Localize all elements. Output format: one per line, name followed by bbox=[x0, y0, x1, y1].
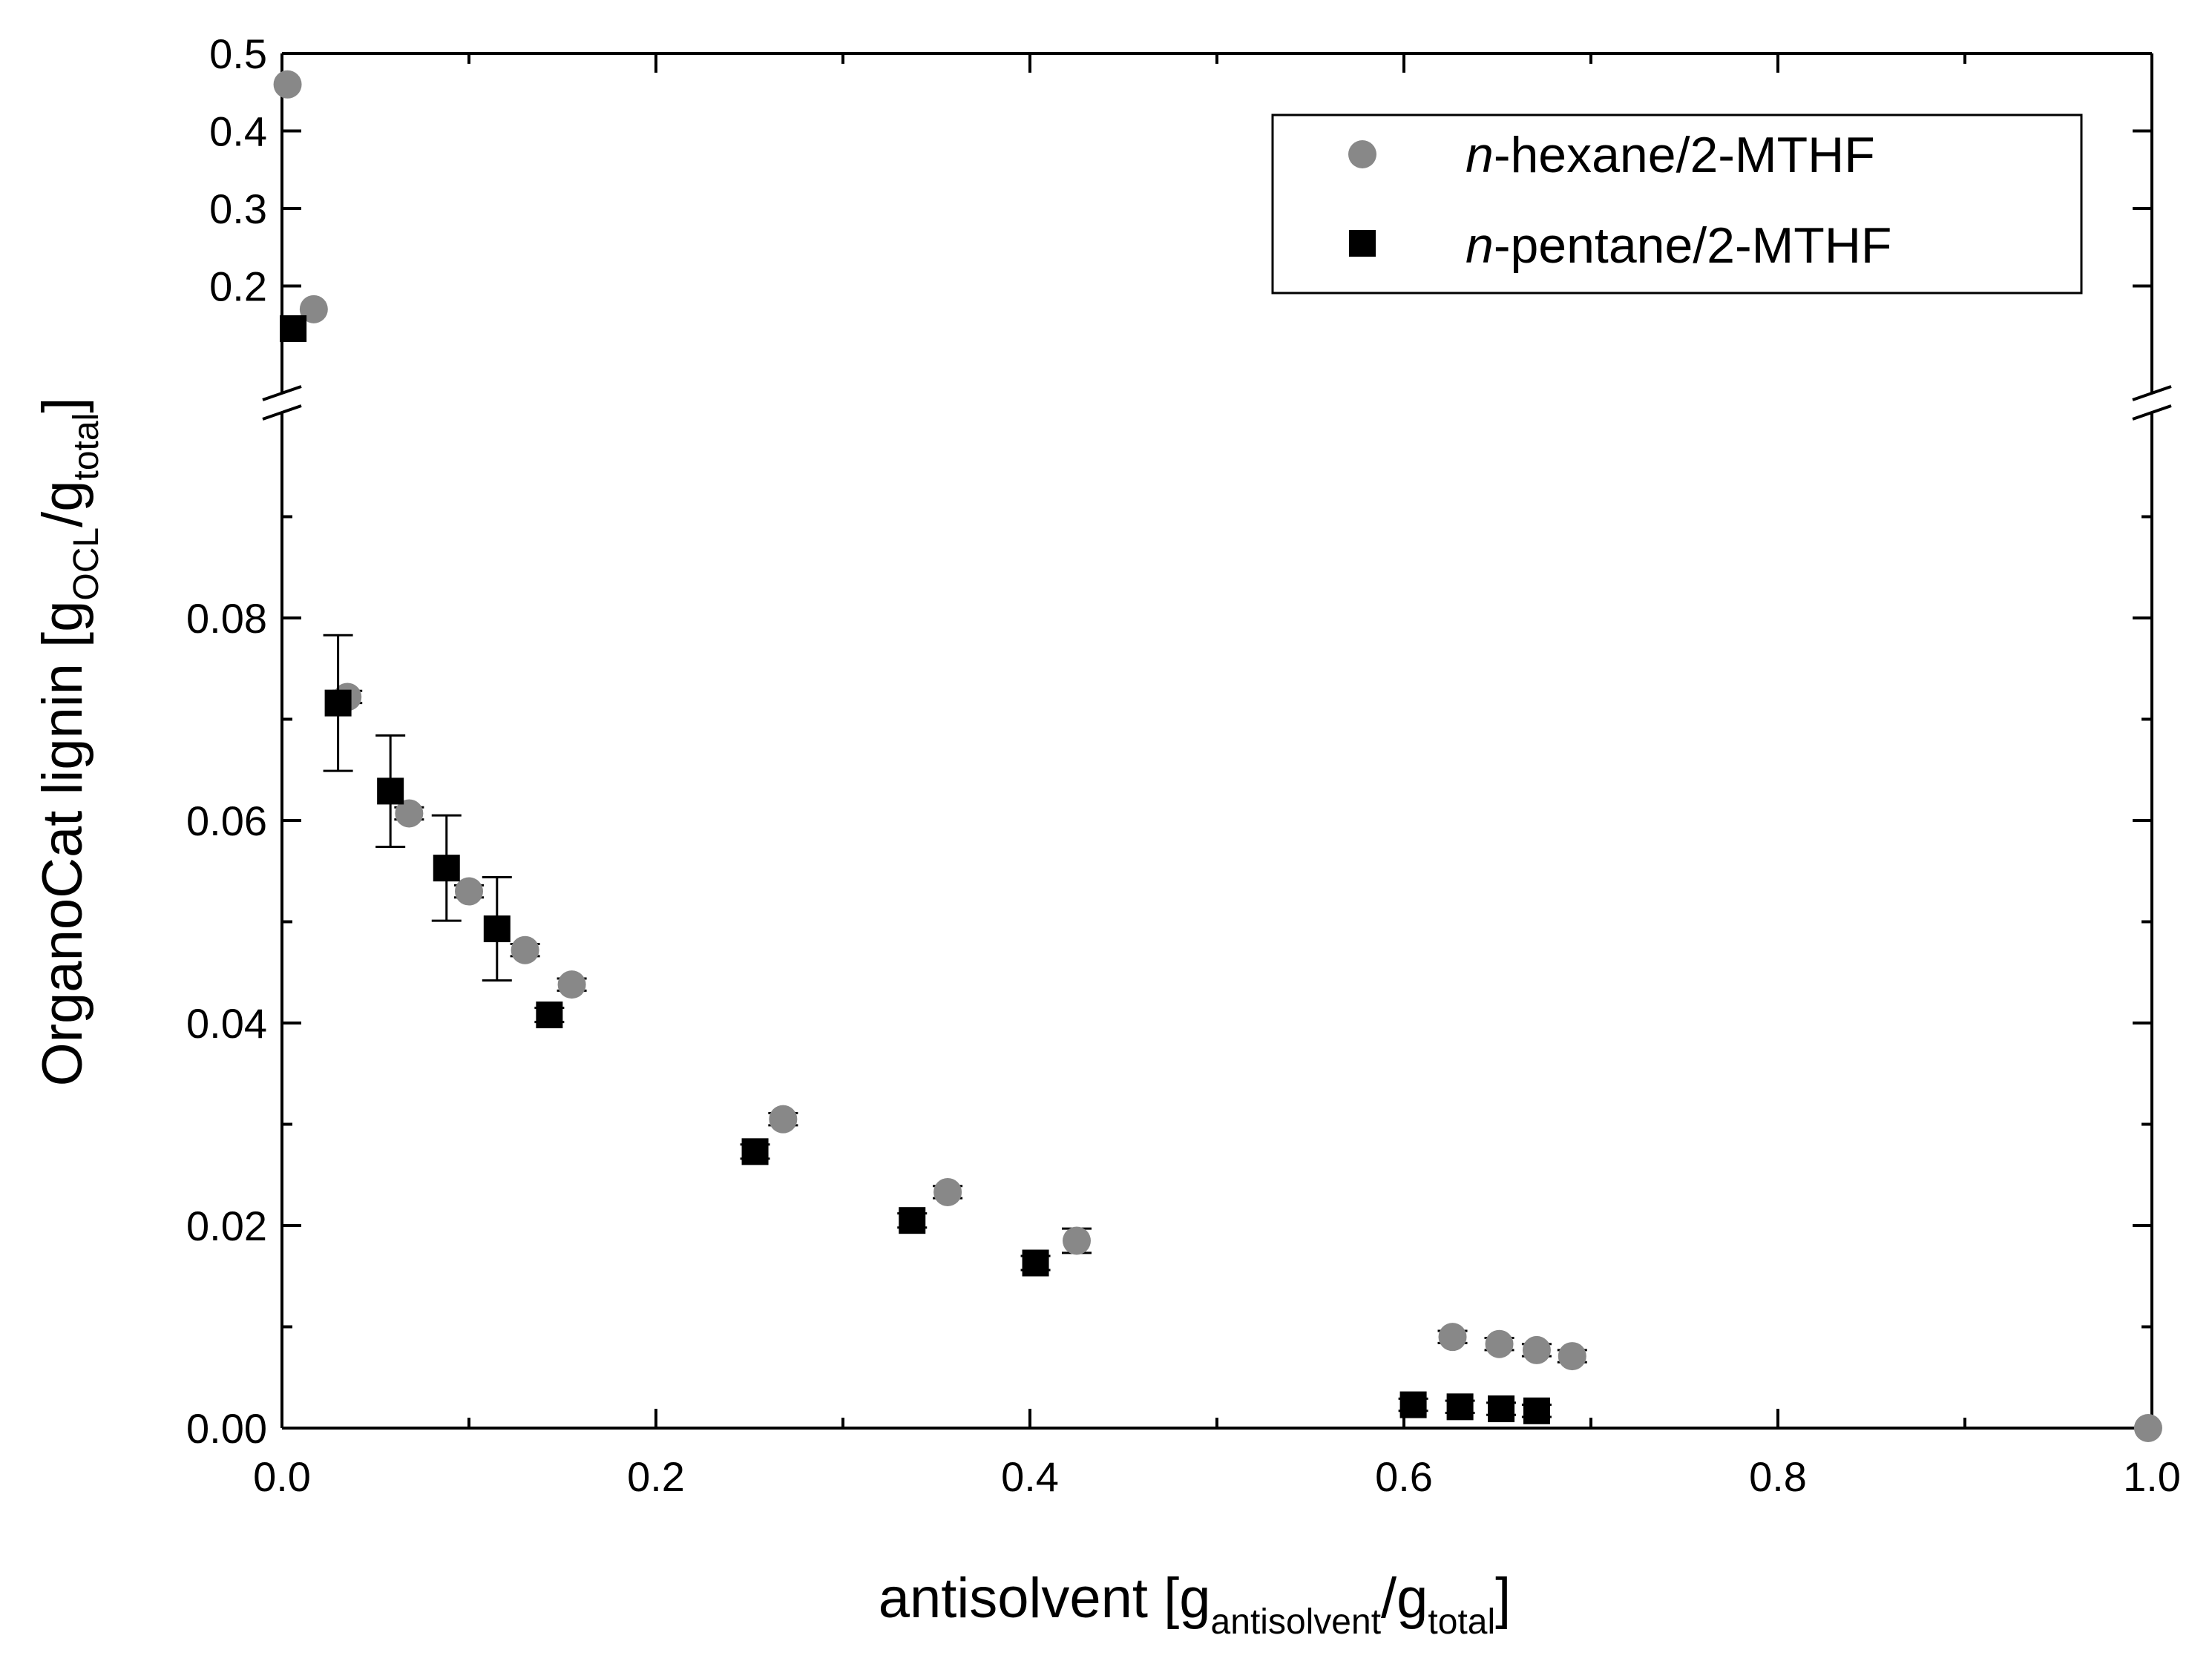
point-pentane bbox=[1446, 1393, 1474, 1421]
y-tick-label: 0.00 bbox=[186, 1405, 267, 1452]
point-hexane bbox=[1522, 1335, 1551, 1364]
y-tick-label: 0.06 bbox=[186, 797, 267, 844]
point-pentane bbox=[1488, 1395, 1515, 1423]
point-pentane bbox=[899, 1207, 926, 1234]
legend-label-pentane: n-pentane/2-MTHF bbox=[1466, 217, 1891, 274]
point-pentane bbox=[433, 855, 460, 882]
point-pentane bbox=[1523, 1397, 1550, 1424]
y-axis-ticks: 0.00 0.02 0.04 0.06 0.08 0.2 0.3 0.4 0.5 bbox=[186, 30, 2152, 1452]
x-tick-label: 0.4 bbox=[1001, 1453, 1059, 1500]
point-pentane bbox=[280, 315, 307, 342]
point-hexane bbox=[2133, 1414, 2162, 1442]
point-pentane bbox=[1022, 1249, 1049, 1277]
y-tick-label: 0.04 bbox=[186, 1000, 267, 1047]
y-tick-label: 0.02 bbox=[186, 1203, 267, 1249]
point-hexane bbox=[769, 1105, 798, 1134]
y-tick-label-upper: 0.5 bbox=[209, 30, 267, 77]
point-hexane bbox=[1558, 1342, 1586, 1371]
x-axis-title: antisolvent [gantisolvent/gtotal] bbox=[879, 1567, 1512, 1642]
legend-marker-pentane bbox=[1349, 230, 1376, 257]
point-hexane bbox=[511, 935, 539, 964]
legend-label-hexane: n-hexane/2-MTHF bbox=[1466, 127, 1875, 183]
point-pentane bbox=[377, 777, 404, 805]
axis-break-left-1 bbox=[262, 385, 302, 401]
point-pentane bbox=[536, 1001, 563, 1029]
point-hexane bbox=[933, 1177, 962, 1206]
point-hexane bbox=[1063, 1226, 1091, 1255]
x-tick-label: 0.8 bbox=[1749, 1453, 1807, 1500]
point-hexane bbox=[395, 799, 424, 828]
point-hexane bbox=[1485, 1329, 1514, 1358]
y-tick-label-upper: 0.3 bbox=[209, 185, 267, 232]
point-pentane bbox=[483, 915, 511, 943]
x-tick-label: 0.2 bbox=[627, 1453, 685, 1500]
legend-box bbox=[1271, 114, 2083, 295]
y-tick-label-upper: 0.4 bbox=[209, 108, 267, 155]
axis-break-right-1 bbox=[2132, 385, 2172, 401]
y-tick-label-upper: 0.2 bbox=[209, 263, 267, 310]
axis-break-left-2 bbox=[262, 404, 302, 421]
point-pentane bbox=[1399, 1391, 1427, 1418]
x-tick-label: 0.0 bbox=[253, 1453, 311, 1500]
point-hexane bbox=[1438, 1323, 1467, 1352]
legend: n-hexane/2-MTHF n-pentane/2-MTHF bbox=[1271, 114, 2083, 295]
y-tick-label: 0.08 bbox=[186, 595, 267, 642]
x-tick-label: 1.0 bbox=[2123, 1453, 2181, 1500]
x-tick-label: 0.6 bbox=[1375, 1453, 1433, 1500]
point-pentane bbox=[741, 1138, 769, 1165]
point-pentane bbox=[324, 689, 352, 717]
y-axis-title: OrganoCat lignin [gOCL/gtotal] bbox=[31, 398, 106, 1087]
data-points bbox=[273, 70, 2162, 1442]
legend-marker-hexane bbox=[1348, 140, 1376, 168]
point-hexane bbox=[299, 295, 328, 323]
point-hexane bbox=[273, 70, 302, 99]
axis-break-right-2 bbox=[2132, 404, 2172, 421]
x-axis-ticks: 0.0 0.2 0.4 0.6 0.8 1.0 bbox=[253, 53, 2181, 1500]
point-hexane bbox=[557, 970, 586, 999]
point-hexane bbox=[455, 877, 483, 906]
